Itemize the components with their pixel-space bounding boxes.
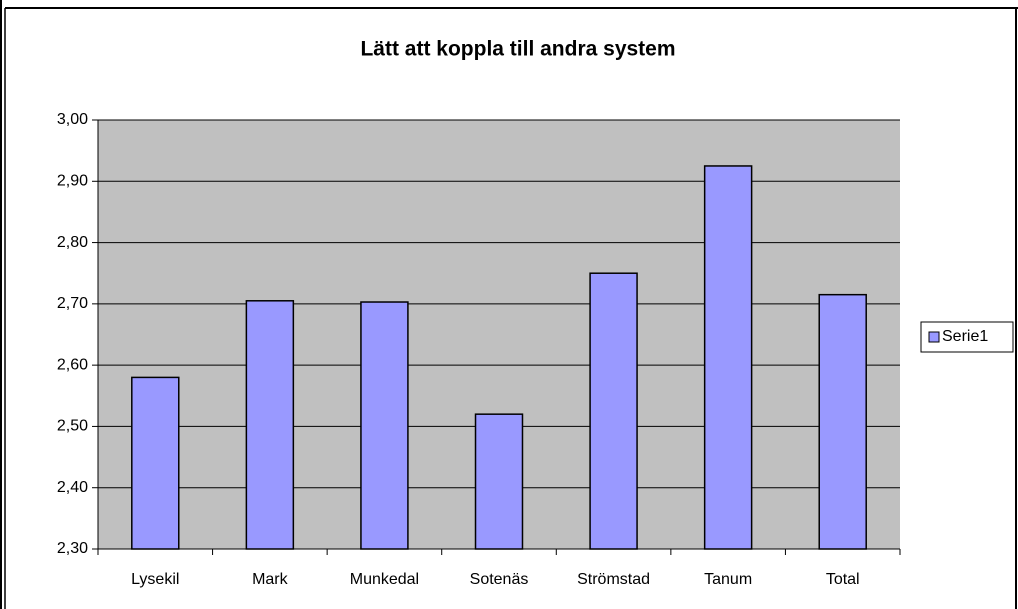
x-tick-label: Strömstad [577, 571, 650, 588]
chart-title: Lätt att koppla till andra system [360, 38, 675, 61]
legend-label: Serie1 [942, 328, 988, 345]
bar [474, 413, 524, 550]
y-tick-label: 2,30 [57, 540, 88, 557]
y-tick-label: 2,80 [57, 234, 88, 251]
x-tick-label: Sotenäs [470, 571, 529, 588]
y-tick-label: 2,60 [57, 356, 88, 373]
y-tick-label: 2,50 [57, 418, 88, 435]
x-tick-label: Mark [252, 571, 289, 588]
x-tick-label: Munkedal [350, 571, 419, 588]
x-tick-label: Lysekil [131, 571, 179, 588]
y-tick-label: 2,40 [57, 479, 88, 496]
legend-swatch [928, 331, 940, 343]
bar [818, 293, 867, 550]
bar [703, 165, 753, 550]
x-tick-label: Tanum [704, 571, 752, 588]
y-tick-label: 3,00 [57, 111, 88, 128]
bar [131, 376, 180, 550]
bar [245, 300, 295, 550]
bar [360, 301, 409, 550]
x-tick-label: Total [826, 571, 860, 588]
y-tick-label: 2,70 [57, 295, 88, 312]
y-tick-label: 2,90 [57, 173, 88, 190]
bar [589, 272, 638, 550]
